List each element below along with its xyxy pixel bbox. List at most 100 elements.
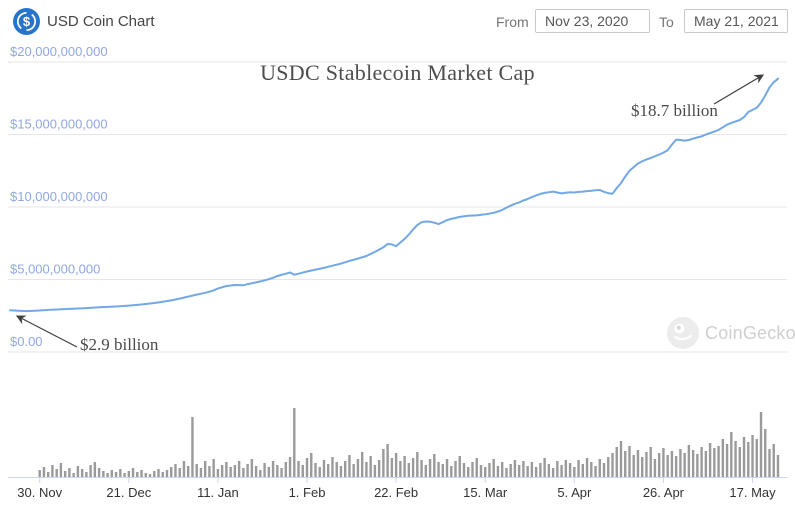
to-label: To (659, 14, 674, 30)
volume-bar (776, 455, 780, 477)
volume-bar (577, 460, 580, 477)
volume-bar (696, 454, 699, 477)
y-axis-label: $5,000,000,000 (10, 262, 100, 277)
volume-bar (394, 453, 398, 477)
y-axis-label: $20,000,000,000 (10, 44, 108, 59)
market-cap-line-series (9, 77, 779, 313)
page-header: $ USD Coin Chart From To (0, 0, 795, 42)
volume-bar (182, 461, 186, 477)
volume-bar (670, 451, 674, 477)
to-date-input[interactable] (684, 9, 788, 33)
volume-bar (585, 458, 589, 477)
volume-bar (114, 472, 118, 477)
volume-bar (85, 472, 88, 477)
volume-bar (335, 462, 338, 477)
volume-bar (93, 462, 97, 477)
x-axis-label: 15. Mar (463, 485, 508, 500)
volume-bar (170, 467, 173, 477)
volume-bar (386, 444, 389, 477)
volume-bar (416, 452, 419, 477)
coingecko-gecko-icon (667, 317, 699, 349)
volume-bar (318, 467, 321, 477)
volume-bar (407, 463, 411, 477)
x-axis-label: 26. Apr (643, 485, 685, 500)
volume-bar (284, 462, 287, 477)
volume-bar (102, 471, 105, 477)
volume-bar (216, 469, 220, 477)
volume-bar (233, 465, 237, 477)
volume-bar (199, 468, 203, 477)
volume-bar (734, 441, 737, 477)
volume-bar (636, 450, 640, 477)
volume-bar (237, 461, 241, 477)
volume-bar (51, 465, 54, 477)
volume-bar (645, 452, 648, 477)
usdc-coin-icon: $ (13, 8, 40, 35)
x-axis-label: 5. Apr (557, 485, 592, 500)
volume-bar (331, 457, 334, 477)
y-axis-label: $0.00 (10, 334, 43, 349)
page-title: USD Coin Chart (47, 13, 155, 30)
y-axis-label: $10,000,000,000 (10, 189, 108, 204)
volume-bar (454, 461, 457, 477)
volume-bar (399, 461, 402, 477)
volume-bar (212, 459, 215, 477)
volume-bar (153, 471, 156, 477)
volume-bar (369, 456, 372, 477)
volume-bar (619, 441, 623, 477)
volume-bar (764, 429, 767, 477)
volume-bar (428, 459, 432, 477)
volume-bar (662, 448, 665, 477)
volume-bar (110, 470, 114, 477)
volume-bar (708, 443, 712, 477)
volume-bar (467, 467, 470, 477)
volume-bar (377, 460, 381, 477)
volume-bar (704, 451, 708, 477)
annotation-end-arrow (713, 74, 765, 105)
volume-bar (551, 468, 555, 477)
volume-bar (411, 458, 415, 477)
volume-bar (475, 458, 478, 477)
volume-bar (297, 461, 300, 477)
volume-bar (229, 467, 232, 477)
volume-bar (187, 466, 190, 477)
volume-bar (208, 466, 211, 477)
volume-bar (730, 432, 733, 477)
volume-bar (373, 465, 377, 477)
volume-bar (327, 464, 330, 477)
volume-bar (437, 462, 440, 477)
volume-bar (72, 473, 75, 477)
volume-bar (310, 453, 313, 477)
volume-bar (352, 464, 355, 477)
x-axis-label: 11. Jan (197, 485, 239, 500)
volume-bar (267, 467, 271, 477)
volume-bar (343, 461, 347, 477)
volume-bar (496, 466, 500, 477)
volume-bar (458, 456, 461, 477)
volume-bar (517, 465, 521, 477)
volume-bar (751, 435, 754, 477)
volume-bar (594, 466, 597, 477)
volume-bar (161, 472, 164, 477)
volume-bar (271, 461, 275, 477)
volume-bar (581, 464, 585, 477)
x-axis-label: 17. May (729, 485, 776, 500)
volume-bar (641, 457, 644, 477)
volume-bar (717, 446, 720, 477)
volume-bar (534, 467, 538, 477)
volume-bar (195, 464, 198, 477)
volume-bar (360, 452, 364, 477)
volume-bar (479, 465, 483, 477)
volume-bar (488, 463, 491, 477)
volume-bar (433, 454, 436, 477)
volume-bar (259, 470, 262, 477)
volume-bar (148, 474, 152, 477)
x-axis-label: 30. Nov (17, 485, 62, 500)
chart-title: USDC Stablecoin Market Cap (260, 60, 535, 85)
volume-bar (441, 464, 444, 477)
volume-bar (46, 472, 50, 477)
from-date-input[interactable] (535, 9, 650, 33)
volume-bar (220, 465, 224, 477)
volume-bar (759, 412, 763, 477)
